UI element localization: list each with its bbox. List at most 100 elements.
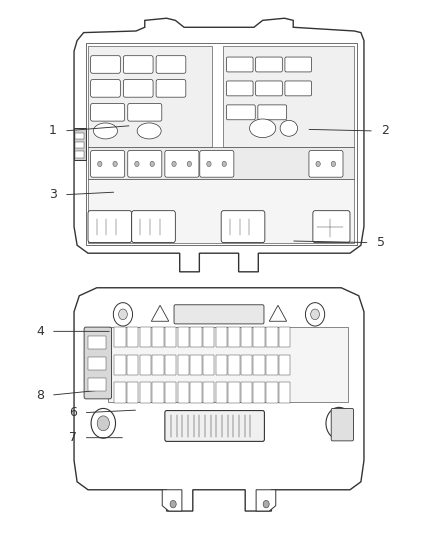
Bar: [140, 382, 151, 402]
FancyBboxPatch shape: [313, 211, 350, 243]
FancyBboxPatch shape: [226, 81, 253, 96]
Bar: [241, 382, 252, 402]
Circle shape: [113, 303, 133, 326]
Circle shape: [97, 416, 110, 431]
FancyBboxPatch shape: [258, 105, 287, 120]
Polygon shape: [162, 490, 182, 511]
Bar: [254, 327, 265, 348]
FancyBboxPatch shape: [84, 327, 112, 399]
Bar: [215, 355, 227, 375]
FancyBboxPatch shape: [132, 211, 175, 243]
Ellipse shape: [137, 123, 161, 139]
FancyBboxPatch shape: [124, 79, 153, 97]
Polygon shape: [74, 288, 364, 511]
Bar: [114, 355, 126, 375]
Bar: [88, 46, 212, 147]
Bar: [75, 142, 84, 149]
FancyBboxPatch shape: [124, 56, 153, 73]
Bar: [177, 355, 189, 375]
FancyBboxPatch shape: [226, 105, 255, 120]
Text: 6: 6: [69, 406, 77, 419]
Bar: [266, 355, 278, 375]
Bar: [215, 327, 227, 348]
Circle shape: [119, 309, 127, 320]
Bar: [165, 382, 176, 402]
Bar: [241, 355, 252, 375]
FancyBboxPatch shape: [91, 103, 125, 121]
FancyBboxPatch shape: [91, 56, 120, 73]
Bar: [254, 382, 265, 402]
Bar: [86, 43, 357, 245]
FancyBboxPatch shape: [88, 211, 132, 243]
FancyBboxPatch shape: [128, 151, 162, 177]
Bar: [228, 327, 240, 348]
Circle shape: [207, 161, 211, 166]
Bar: [279, 327, 290, 348]
Circle shape: [263, 500, 269, 508]
Bar: [114, 382, 126, 402]
Bar: [190, 327, 201, 348]
FancyBboxPatch shape: [165, 151, 199, 177]
FancyBboxPatch shape: [221, 211, 265, 243]
Circle shape: [113, 161, 117, 166]
Circle shape: [316, 161, 320, 166]
Polygon shape: [151, 305, 169, 321]
Bar: [165, 355, 176, 375]
FancyBboxPatch shape: [256, 57, 283, 72]
Bar: [152, 355, 163, 375]
Bar: [88, 179, 354, 243]
Text: 3: 3: [49, 188, 57, 201]
Text: 7: 7: [69, 431, 77, 444]
Bar: [88, 336, 106, 349]
FancyBboxPatch shape: [165, 410, 265, 441]
FancyBboxPatch shape: [285, 81, 311, 96]
FancyBboxPatch shape: [226, 57, 253, 72]
Bar: [266, 382, 278, 402]
Bar: [165, 327, 176, 348]
Bar: [266, 327, 278, 348]
Bar: [152, 327, 163, 348]
Bar: [140, 327, 151, 348]
Circle shape: [172, 161, 176, 166]
FancyBboxPatch shape: [91, 151, 125, 177]
Bar: [177, 382, 189, 402]
FancyBboxPatch shape: [200, 151, 234, 177]
Bar: [74, 128, 86, 160]
Bar: [88, 357, 106, 370]
Circle shape: [331, 161, 336, 166]
FancyBboxPatch shape: [128, 103, 162, 121]
Circle shape: [311, 309, 319, 320]
Text: 4: 4: [36, 325, 44, 338]
Bar: [127, 382, 138, 402]
Circle shape: [332, 415, 346, 432]
Polygon shape: [256, 490, 276, 511]
Circle shape: [305, 303, 325, 326]
Bar: [108, 327, 348, 402]
Bar: [254, 355, 265, 375]
Text: 5: 5: [377, 236, 385, 249]
Bar: [88, 378, 106, 391]
FancyBboxPatch shape: [309, 151, 343, 177]
Bar: [152, 382, 163, 402]
Ellipse shape: [250, 119, 276, 138]
Circle shape: [326, 407, 352, 439]
Circle shape: [98, 161, 102, 166]
Bar: [177, 327, 189, 348]
Bar: [203, 382, 214, 402]
Bar: [203, 327, 214, 348]
Bar: [203, 355, 214, 375]
Circle shape: [170, 500, 176, 508]
FancyBboxPatch shape: [91, 79, 120, 97]
Bar: [127, 327, 138, 348]
Bar: [223, 46, 354, 147]
Bar: [190, 382, 201, 402]
Circle shape: [150, 161, 154, 166]
Bar: [127, 355, 138, 375]
FancyBboxPatch shape: [256, 81, 283, 96]
Bar: [228, 355, 240, 375]
Circle shape: [91, 408, 116, 438]
Bar: [279, 382, 290, 402]
FancyBboxPatch shape: [331, 408, 353, 441]
Bar: [215, 382, 227, 402]
Ellipse shape: [280, 120, 297, 136]
